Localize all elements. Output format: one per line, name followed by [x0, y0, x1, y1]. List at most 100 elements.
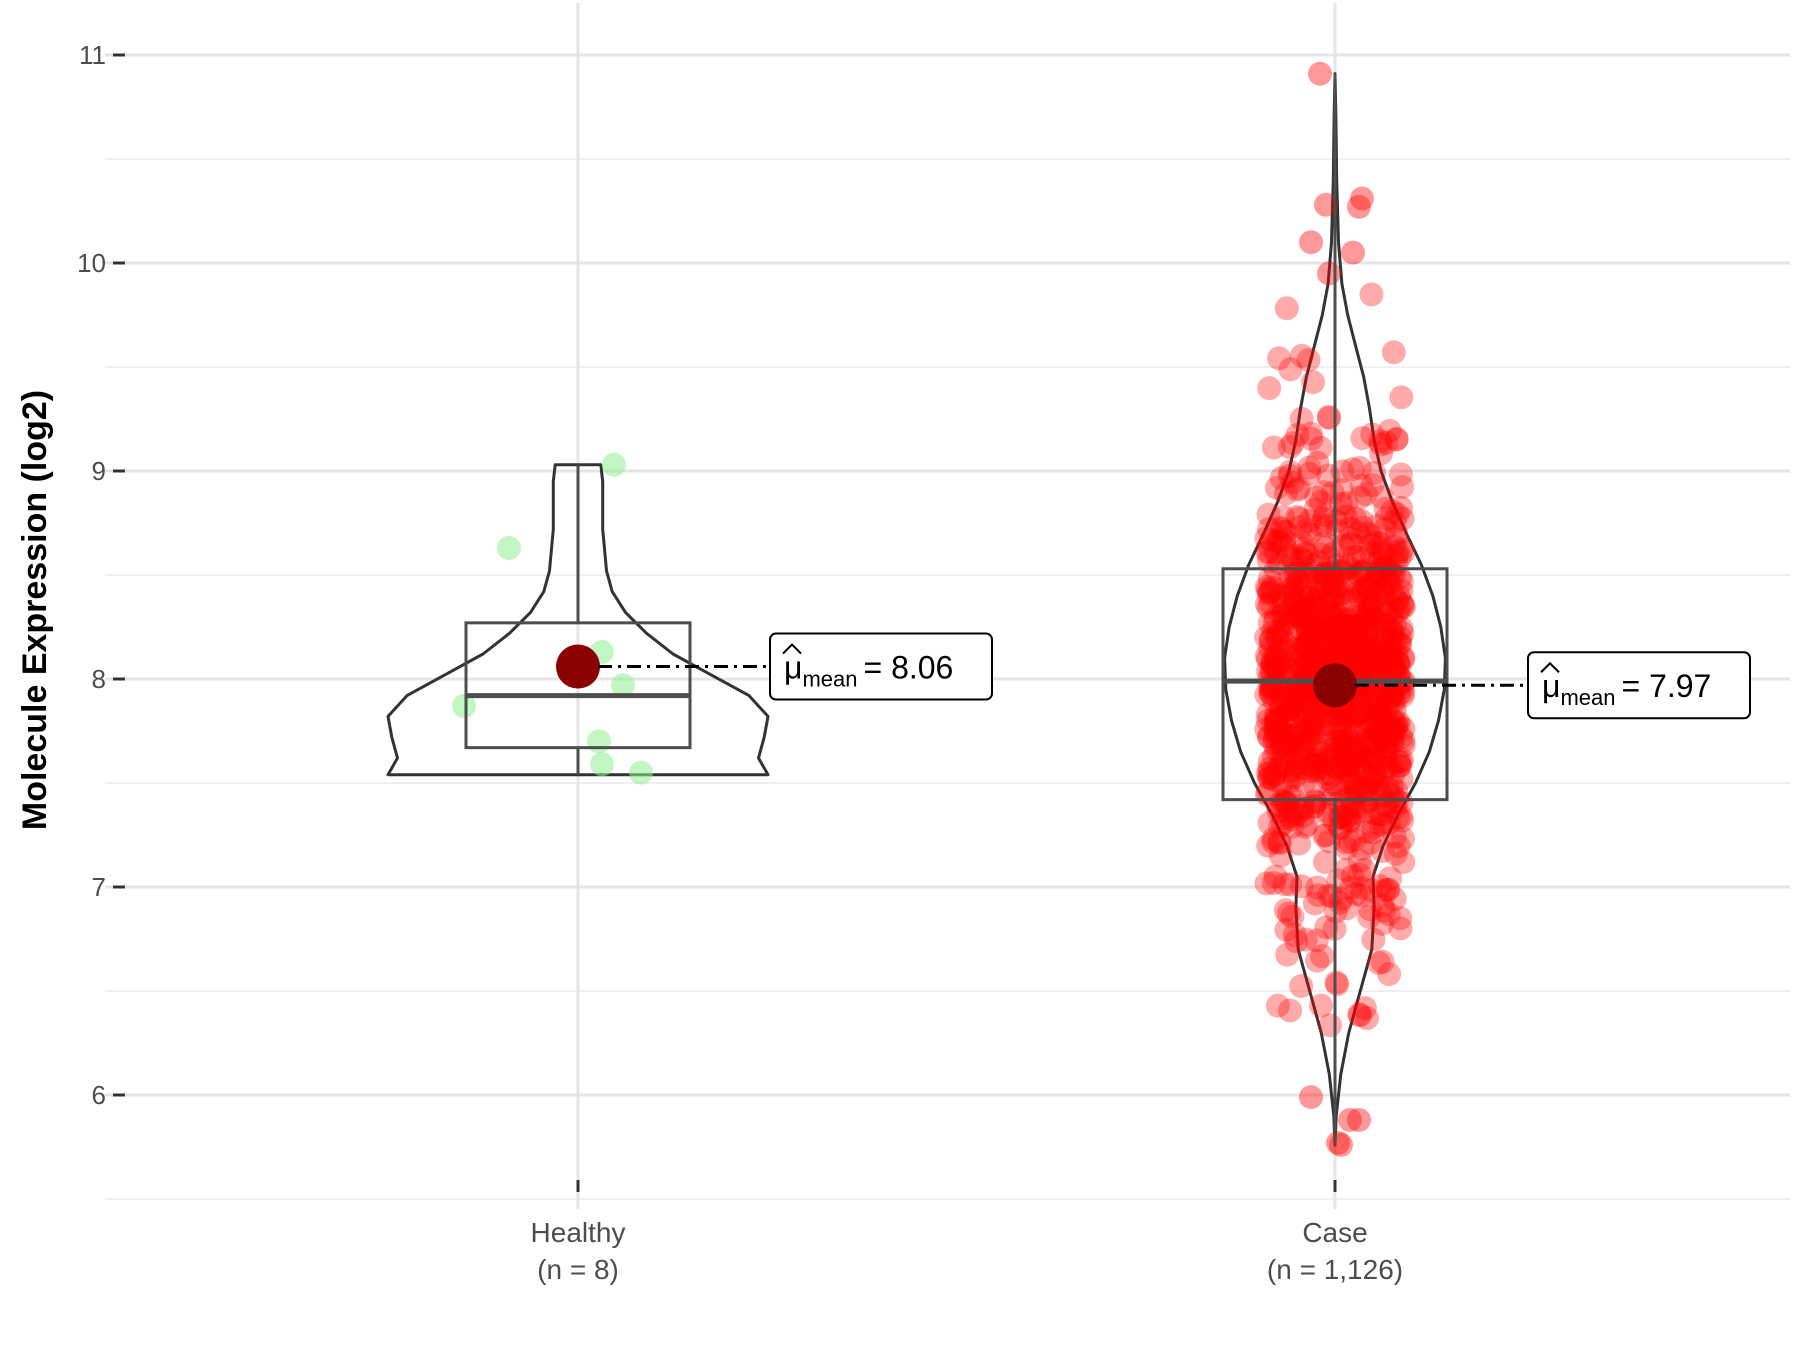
data-point [1389, 725, 1414, 750]
data-point [1373, 733, 1398, 758]
data-point [1357, 645, 1382, 670]
data-point [1290, 630, 1315, 655]
data-point [1274, 680, 1299, 705]
data-point [1272, 527, 1297, 552]
data-point [1274, 698, 1299, 723]
data-point [1290, 609, 1315, 634]
data-point [1311, 623, 1336, 648]
data-point [1385, 805, 1410, 830]
data-point [1349, 883, 1374, 908]
data-point [1287, 651, 1312, 676]
data-point [1341, 809, 1366, 834]
data-point [1320, 603, 1345, 628]
data-point [1384, 588, 1409, 613]
mean-marker [1313, 663, 1357, 708]
data-point [1309, 618, 1334, 643]
data-point [1336, 704, 1361, 729]
data-point [1284, 602, 1309, 627]
data-point [1301, 370, 1326, 395]
data-point [1344, 779, 1369, 804]
data-point [1369, 441, 1394, 466]
data-point [1384, 521, 1409, 546]
data-point [1320, 571, 1345, 596]
data-point [1295, 542, 1320, 567]
data-point [1262, 762, 1287, 787]
data-point [1314, 571, 1339, 596]
data-point [1269, 771, 1294, 796]
data-point [1358, 646, 1383, 671]
x-category-count: (n = 8) [537, 1254, 619, 1285]
data-point [1258, 635, 1283, 660]
data-point [1338, 516, 1363, 541]
data-point [1256, 539, 1281, 564]
data-point [1381, 583, 1406, 608]
data-point [1329, 621, 1354, 646]
data-point [1275, 645, 1300, 670]
data-point [1342, 769, 1367, 794]
data-point [1381, 783, 1406, 808]
data-point [1374, 743, 1399, 768]
data-point [1329, 596, 1354, 621]
data-point [1292, 744, 1317, 769]
data-point [1366, 564, 1391, 589]
data-point [1267, 515, 1292, 540]
data-point [1374, 637, 1399, 662]
data-point [1294, 651, 1319, 676]
data-point [1369, 560, 1394, 585]
data-point [1364, 513, 1389, 538]
data-point [1347, 862, 1372, 887]
data-point [1280, 904, 1305, 929]
data-point [452, 694, 476, 719]
data-point [1304, 928, 1329, 953]
data-point [1299, 426, 1324, 451]
data-point [1375, 643, 1400, 668]
data-point [1345, 614, 1370, 639]
data-point [1273, 685, 1298, 710]
data-point [1387, 753, 1412, 778]
data-point [1391, 539, 1416, 564]
data-point [1384, 427, 1409, 452]
data-point [1274, 917, 1299, 942]
data-point [1273, 791, 1298, 816]
data-point [1372, 814, 1397, 839]
data-point [1370, 783, 1395, 808]
data-point [1354, 735, 1379, 760]
data-point [1302, 891, 1327, 916]
data-point [1257, 580, 1282, 605]
data-point [1366, 706, 1391, 731]
data-point [1320, 636, 1345, 661]
data-point [1334, 504, 1359, 529]
data-point [1304, 624, 1329, 649]
data-point [1308, 489, 1333, 514]
data-point [1388, 906, 1413, 931]
data-point [1344, 773, 1369, 798]
data-point [1303, 790, 1328, 815]
data-point [1263, 718, 1288, 743]
data-point [1320, 584, 1345, 609]
data-point [1340, 457, 1365, 482]
data-point [1305, 948, 1330, 973]
data-point [1268, 722, 1293, 747]
data-point [1359, 615, 1384, 640]
mean-label-text: μmean = 7.97 [1542, 668, 1711, 710]
data-point [1318, 640, 1343, 665]
data-point [1264, 655, 1289, 680]
data-point [1310, 587, 1335, 612]
data-point [1309, 542, 1334, 567]
data-point [1309, 608, 1334, 633]
data-point [1298, 421, 1323, 446]
data-point [1377, 810, 1402, 835]
data-point [1390, 808, 1415, 833]
data-point [1372, 878, 1397, 903]
data-point [1281, 650, 1306, 675]
data-point [1269, 517, 1294, 542]
data-point [1385, 539, 1410, 564]
data-point [1374, 697, 1399, 722]
data-point [1382, 689, 1407, 714]
data-point [1382, 709, 1407, 734]
data-point [1270, 634, 1295, 659]
data-point [1387, 565, 1412, 590]
data-point [1374, 506, 1399, 531]
data-point [1310, 627, 1335, 652]
data-point [1321, 541, 1346, 566]
